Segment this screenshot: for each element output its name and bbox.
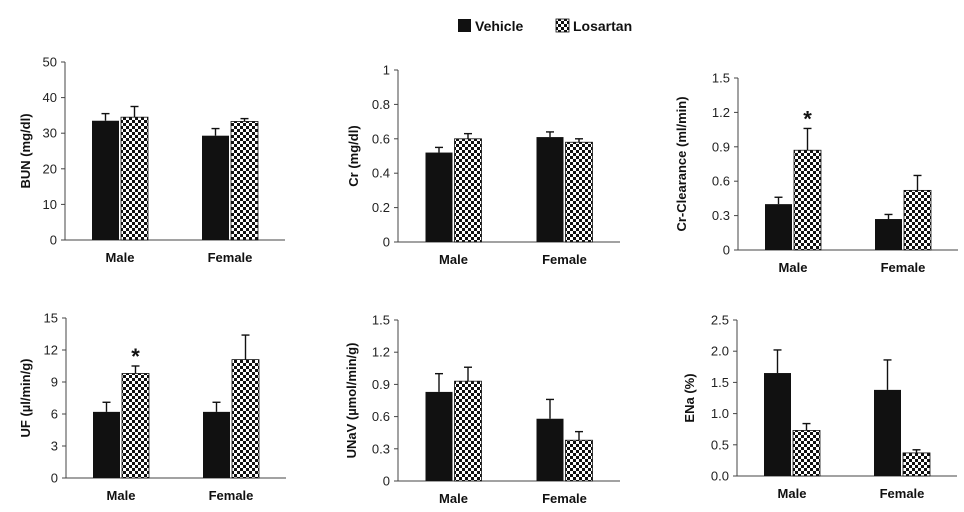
x-category-label: Male (439, 252, 468, 267)
y-tick-label: 15 (44, 311, 58, 326)
y-tick-label: 1.5 (711, 375, 729, 390)
bar-vehicle-male (765, 204, 792, 250)
y-tick-label: 0.8 (372, 97, 390, 112)
y-tick-label: 3 (51, 439, 58, 454)
x-category-label: Female (881, 260, 926, 275)
bar-vehicle-female (874, 389, 901, 476)
y-tick-label: 1.5 (372, 313, 390, 328)
bar-losartan-female (903, 189, 932, 251)
y-tick-label: 0.6 (372, 131, 390, 146)
y-tick-label: 12 (44, 343, 58, 358)
y-axis-label: Cr (mg/dl) (346, 125, 361, 186)
y-tick-label: 1.2 (372, 345, 390, 360)
significance-star: * (803, 106, 812, 131)
bar-losartan-female (902, 452, 931, 477)
y-tick-label: 0.5 (711, 437, 729, 452)
x-category-label: Female (208, 250, 253, 265)
y-tick-label: 50 (43, 55, 57, 70)
bar-vehicle-male (764, 373, 791, 476)
bar-losartan-male (793, 149, 822, 251)
legend-label-losartan: Losartan (573, 18, 632, 34)
y-tick-label: 30 (43, 126, 57, 141)
bar-losartan-male (454, 138, 482, 243)
legend-label-vehicle: Vehicle (475, 18, 523, 34)
y-tick-label: 0.0 (711, 469, 729, 484)
y-tick-label: 0.4 (372, 166, 390, 181)
y-tick-label: 0 (51, 471, 58, 486)
y-tick-label: 0.9 (372, 377, 390, 392)
bar-vehicle-male (425, 152, 453, 242)
y-tick-label: 0.3 (712, 208, 730, 223)
bar-vehicle-male (425, 391, 453, 481)
y-tick-label: 0.6 (712, 174, 730, 189)
x-category-label: Female (542, 252, 587, 267)
bar-losartan-male (454, 380, 482, 482)
y-tick-label: 0.2 (372, 200, 390, 215)
y-tick-label: 1.0 (711, 406, 729, 421)
y-tick-label: 1.5 (712, 71, 730, 86)
chart-panel-6: 0.0 0.5 1.0 1.5 2.0 2.5 ENa (%) Male Female (682, 313, 957, 501)
x-category-label: Male (779, 260, 808, 275)
x-category-label: Female (542, 491, 587, 506)
x-category-label: Male (107, 488, 136, 503)
x-category-label: Male (106, 250, 135, 265)
y-tick-label: 40 (43, 90, 57, 105)
y-tick-label: 0.6 (372, 409, 390, 424)
y-tick-label: 10 (43, 197, 57, 212)
y-tick-label: 2.0 (711, 344, 729, 359)
x-category-label: Male (778, 486, 807, 501)
bar-losartan-female (230, 121, 259, 241)
x-category-label: Female (209, 488, 254, 503)
bar-vehicle-female (536, 418, 564, 481)
y-tick-label: 1 (383, 63, 390, 78)
bar-vehicle-female (875, 219, 902, 250)
chart-panel-5: 0 0.3 0.6 0.9 1.2 1.5 UNaV (µmol/min/g) Male Fem… (344, 313, 620, 506)
legend-swatch-vehicle (458, 19, 471, 32)
y-tick-label: 9 (51, 375, 58, 390)
bar-vehicle-male (92, 120, 119, 240)
y-tick-label: 0 (50, 233, 57, 248)
legend: Vehicle Losartan (458, 18, 632, 34)
chart-panel-1: 0 10 20 30 40 50 BUN (mg/dl) Male Female (18, 55, 285, 265)
bar-losartan-male (792, 430, 821, 477)
bar-losartan-female (565, 439, 593, 482)
y-tick-label: 0 (723, 243, 730, 258)
y-axis-label: UF (µl/min/g) (18, 359, 33, 438)
chart-panel-4: 0 3 6 9 12 15 UF (µl/min/g) Male Female * (18, 311, 286, 503)
y-tick-label: 2.5 (711, 313, 729, 328)
y-axis-label: UNaV (µmol/min/g) (344, 343, 359, 459)
bar-vehicle-male (93, 411, 120, 478)
bar-vehicle-female (203, 411, 230, 478)
chart-panel-3: 0 0.3 0.6 0.9 1.2 1.5 Cr-Clearance (ml/min) Mal… (674, 71, 958, 275)
y-tick-label: 0 (383, 474, 390, 489)
x-category-label: Male (439, 491, 468, 506)
y-tick-label: 6 (51, 407, 58, 422)
y-tick-label: 0.3 (372, 441, 390, 456)
bar-losartan-male (120, 116, 149, 241)
chart-panel-2: 0 0.2 0.4 0.6 0.8 1 Cr (mg/dl) Male Female (346, 63, 620, 267)
y-axis-label: Cr-Clearance (ml/min) (674, 96, 689, 231)
bar-vehicle-female (536, 137, 564, 242)
bar-vehicle-female (202, 135, 229, 240)
bar-losartan-female (565, 141, 593, 243)
y-tick-label: 0 (383, 235, 390, 250)
y-tick-label: 0.9 (712, 139, 730, 154)
bar-losartan-male (121, 373, 150, 479)
significance-star: * (131, 344, 140, 369)
x-category-label: Female (880, 486, 925, 501)
legend-swatch-losartan (555, 18, 570, 33)
y-axis-label: ENa (%) (682, 373, 697, 422)
y-axis-label: BUN (mg/dl) (18, 113, 33, 188)
bar-losartan-female (231, 359, 260, 479)
y-tick-label: 1.2 (712, 105, 730, 120)
y-tick-label: 20 (43, 161, 57, 176)
